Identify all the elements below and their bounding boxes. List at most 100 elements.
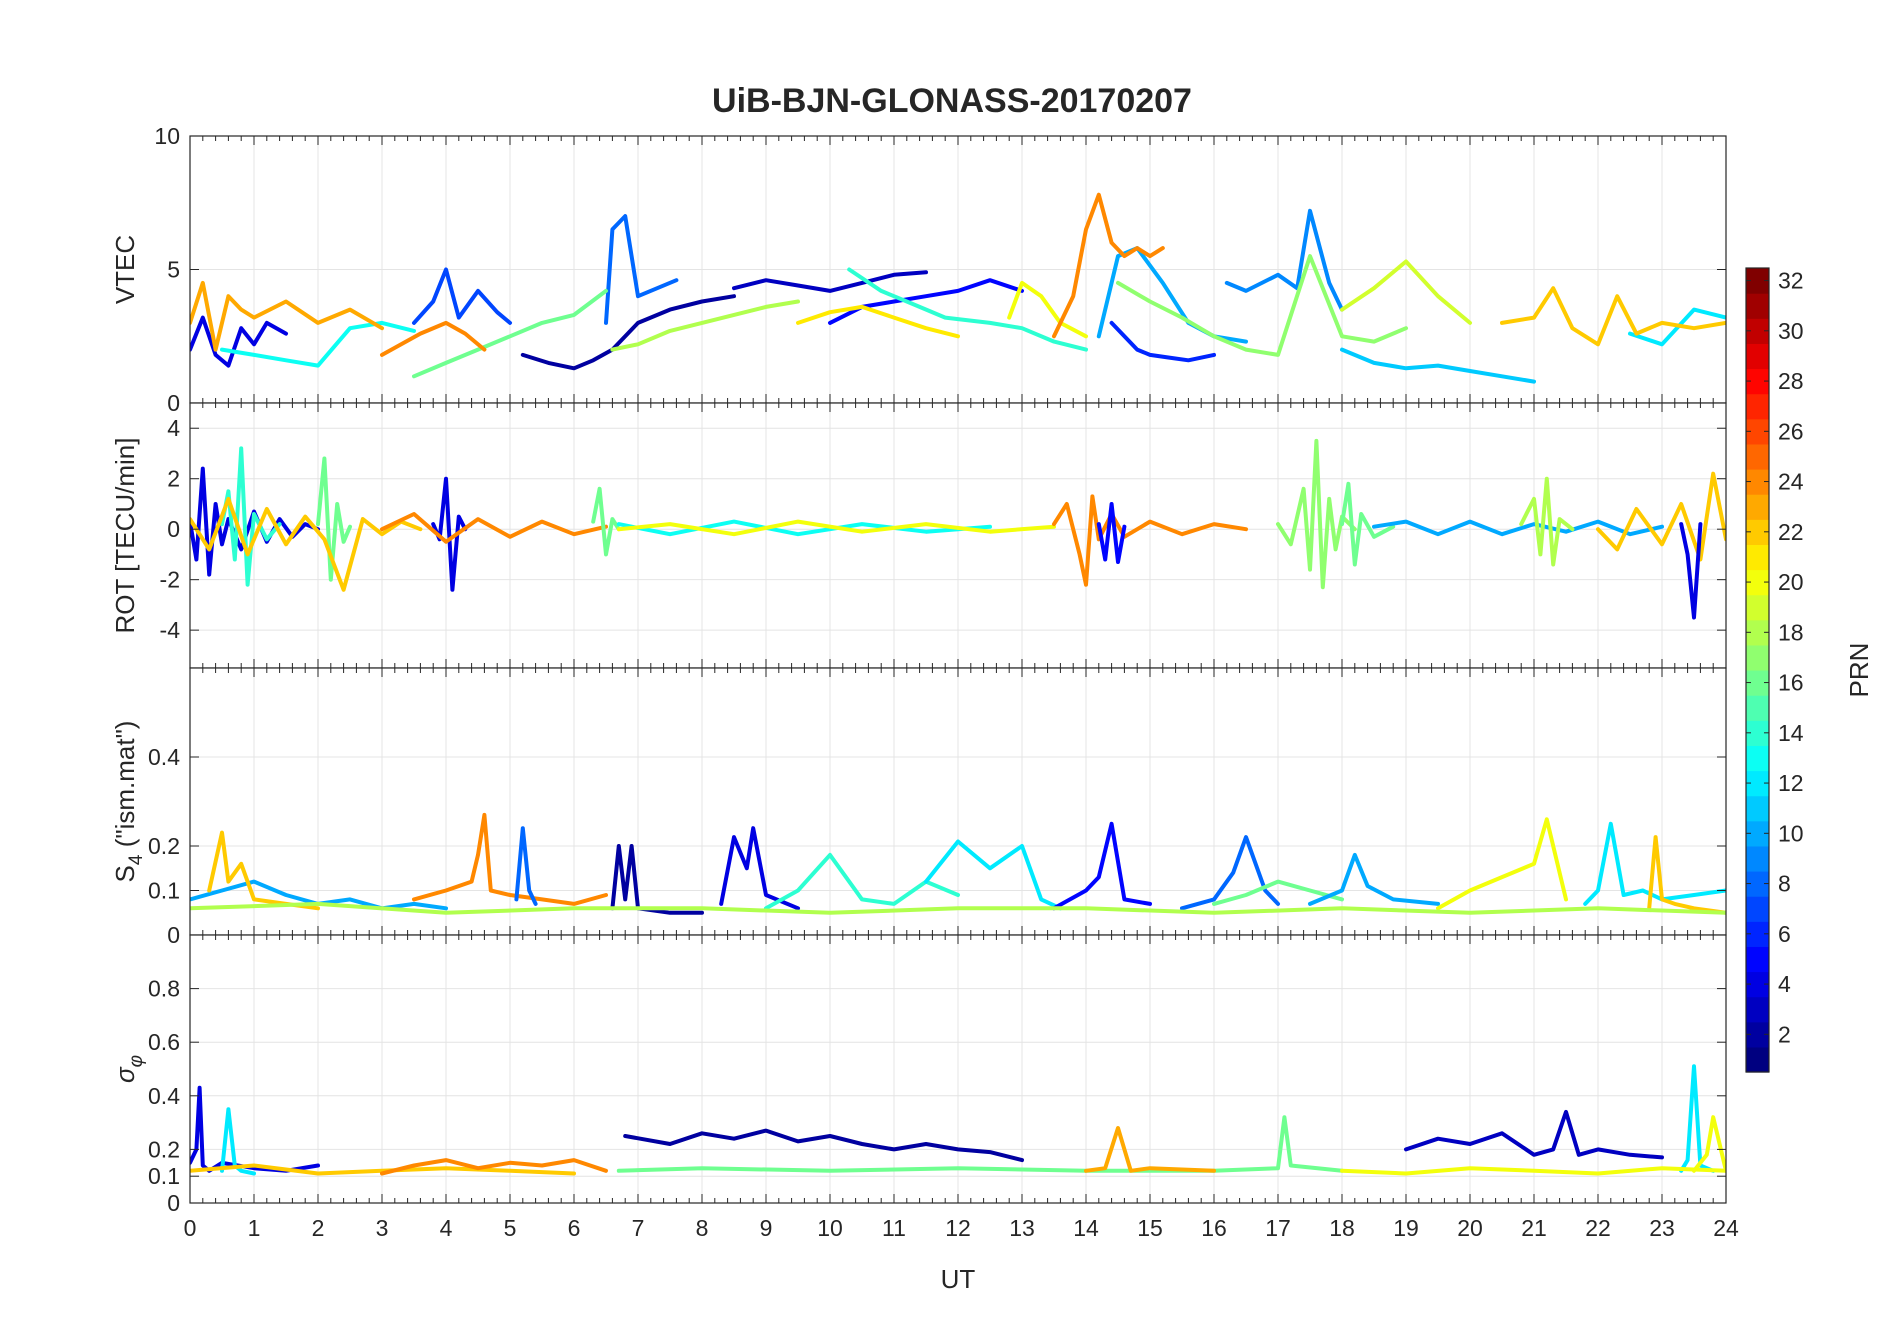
series-prn-20 [1007,280,1088,339]
colorbar-tick-label: 4 [1778,971,1791,997]
y-tick-label: 0.4 [148,744,180,770]
x-tick-label: 0 [184,1215,197,1241]
colorbar-swatch [1746,845,1769,872]
colorbar-swatch [1746,494,1769,520]
x-tick-label: 13 [1009,1215,1035,1241]
colorbar-tick-label: 16 [1778,670,1804,696]
series-prn-18 [190,901,1726,915]
series-prn-24 [380,1158,608,1176]
series-prn-12 [1583,821,1726,906]
y-tick-label: 0.8 [148,976,180,1002]
series-prn-7 [412,267,512,325]
colorbar-swatch [1746,946,1769,973]
x-axis-label: UT [941,1264,976,1294]
series-prn-12 [924,839,1063,911]
y-tick-label: 0.2 [148,833,180,859]
colorbar-swatch [1746,594,1769,621]
colorbar-tick-label: 18 [1778,619,1804,645]
series-prn-17 [1276,438,1357,590]
y-axis-label: ROT [TECU/min] [110,438,140,634]
colorbar-swatch [1746,644,1769,671]
colorbar-tick-label: 14 [1778,720,1804,746]
colorbar-swatch [1746,820,1769,847]
series-prn-24 [380,512,608,544]
colorbar-swatch [1746,368,1769,395]
x-tick-label: 18 [1329,1215,1355,1241]
colorbar-tick-label: 8 [1778,871,1791,897]
series-prn-9 [1224,208,1344,312]
series-prn-24 [1052,494,1248,587]
series-prn-5 [1052,821,1152,911]
series-prn-20 [616,519,1056,537]
colorbar-tick-label: 20 [1778,569,1804,595]
series-prn-20 [1692,1115,1726,1173]
colorbar-tick-label: 12 [1778,770,1804,796]
y-tick-label: 0.2 [148,1136,180,1162]
x-tick-label: 1 [248,1215,261,1241]
series-prn-24 [1052,192,1165,339]
colorbar-tick-label: 2 [1778,1021,1791,1047]
colorbar-swatch [1746,921,1769,947]
series-prn-20 [1340,1166,1726,1176]
y-tick-label: 0.1 [148,878,180,904]
x-tick-label: 11 [882,1215,906,1241]
colorbar-swatch [1746,293,1769,319]
colorbar-swatch [1746,418,1769,445]
y-axis-label: VTEC [110,235,140,304]
series-prn-19 [1340,259,1472,325]
x-tick-label: 20 [1457,1215,1483,1241]
colorbar-swatch [1746,443,1769,470]
panel-s4: 0 0.1 0.2 0.4S4 ("ism.mat") [110,667,1727,948]
panel-vtec: 0 5 10 VTEC [110,123,1727,416]
colorbar-swatch [1746,996,1769,1023]
x-tick-label: 14 [1073,1215,1099,1241]
series-prn-3 [732,270,928,293]
x-tick-label: 9 [760,1215,773,1241]
x-tick-label: 22 [1585,1215,1611,1241]
series-prn-4 [1679,522,1703,620]
series-prn-4 [190,315,288,368]
x-tick-labels: 0 1 2 3 4 5 6 7 8 9 10 11 12 13 14 15 16 17 18 19 20 21 22 23 24 [184,1215,1739,1241]
series-prn-16 [1212,879,1344,906]
x-tick-label: 5 [504,1215,517,1241]
colorbar-label: PRN [1844,643,1874,698]
y-tick-label: 0 [167,390,180,416]
series-prn-24 [412,812,608,906]
x-tick-label: 6 [568,1215,581,1241]
colorbar-tick-label: 10 [1778,820,1804,846]
traces [190,438,1726,620]
y-tick-label: 2 [167,466,180,492]
x-tick-label: 16 [1201,1215,1227,1241]
x-tick-label: 8 [696,1215,709,1241]
colorbar-swatch [1746,544,1769,571]
traces [190,1064,1726,1176]
series-prn-16 [616,1115,1344,1173]
colorbar-swatch [1746,745,1769,772]
colorbar-swatch [1746,695,1769,721]
chart-title: UiB-BJN-GLONASS-20170207 [712,82,1192,120]
series-prn-14 [847,267,1088,352]
x-tick-label: 17 [1265,1215,1291,1241]
x-tick-label: 23 [1649,1215,1675,1241]
x-tick-label: 24 [1713,1215,1739,1241]
y-tick-label: -2 [160,567,180,593]
series-prn-16 [1340,481,1396,567]
colorbar-swatch [1746,393,1769,420]
colorbar-swatch [1746,971,1769,998]
series-prn-16 [316,456,352,582]
series-prn-8 [514,826,538,906]
colorbar-swatch [1746,871,1769,897]
x-tick-label: 3 [376,1215,389,1241]
colorbar-tick-label: 28 [1778,368,1804,394]
series-prn-21 [796,304,960,339]
series-prn-8 [604,214,679,325]
y-tick-label: 0 [167,1190,180,1216]
series-prn-8 [1180,835,1280,911]
x-tick-label: 19 [1393,1215,1419,1241]
colorbar-tick-label: 26 [1778,418,1804,444]
colorbar-swatch [1746,318,1769,344]
series-prn-16 [591,486,621,557]
y-tick-label: 0.1 [148,1163,180,1189]
